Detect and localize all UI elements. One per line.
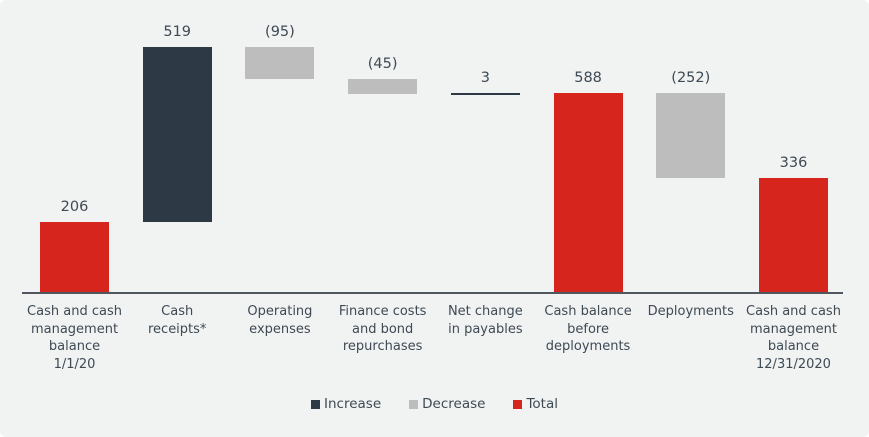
- bar-value-label: 336: [779, 155, 808, 172]
- category-label: Cash and cash management balance 12/31/2…: [746, 304, 841, 372]
- waterfall-bar-decrease: [348, 79, 418, 95]
- bar-value-label: 519: [163, 24, 192, 40]
- x-axis-line: [22, 292, 843, 294]
- legend-label: Increase: [324, 396, 382, 412]
- bar-value-label: 206: [60, 199, 89, 216]
- category-label: Cash receipts*: [147, 304, 207, 337]
- waterfall-bar-increase: [142, 47, 212, 223]
- legend-item-decrease: Decrease: [409, 396, 485, 412]
- bar-value-label: 3: [480, 70, 490, 87]
- waterfall-bar-decrease: [656, 93, 726, 179]
- legend-item-increase: Increase: [311, 396, 381, 412]
- chart-legend: Increase Decrease Total: [0, 396, 869, 412]
- legend-item-total: Total: [513, 396, 558, 412]
- waterfall-bar-increase: [450, 93, 520, 95]
- category-label: Cash and cash management balance 1/1/20: [27, 304, 122, 372]
- waterfall-bar-total: [758, 178, 828, 292]
- waterfall-bar-decrease: [245, 47, 315, 80]
- category-label: Operating expenses: [247, 304, 313, 337]
- category-label: Deployments: [647, 304, 734, 319]
- legend-swatch-total: [513, 399, 523, 409]
- legend-label: Total: [526, 396, 558, 412]
- legend-swatch-increase: [311, 399, 321, 409]
- legend-label: Decrease: [422, 396, 486, 412]
- bar-value-label: 588: [574, 70, 602, 87]
- legend-swatch-decrease: [409, 399, 419, 409]
- category-label: Net change in payables: [447, 304, 523, 337]
- category-label: Finance costs and bond repurchases: [338, 304, 427, 354]
- bar-value-label: (252): [671, 70, 711, 87]
- waterfall-bar-total: [40, 222, 109, 292]
- category-label: Cash balance before deployments: [544, 304, 632, 354]
- waterfall-bar-total: [553, 93, 623, 292]
- bar-value-label: (95): [265, 24, 295, 40]
- bar-value-label: (45): [367, 56, 398, 73]
